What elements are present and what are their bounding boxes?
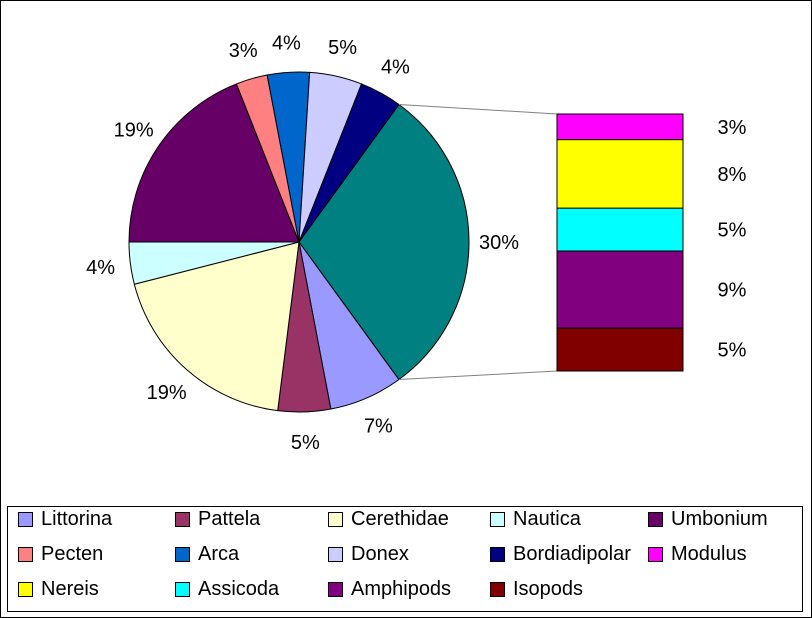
legend-swatch bbox=[490, 582, 505, 597]
legend-label: Arca bbox=[198, 543, 240, 565]
legend-swatch bbox=[328, 582, 343, 597]
pie-label-other: 30% bbox=[479, 232, 519, 254]
legend-label: Nautica bbox=[513, 508, 581, 530]
legend-item-assicoda: Assicoda bbox=[175, 578, 279, 601]
legend-item-modulus: Modulus bbox=[648, 543, 747, 566]
legend-swatch bbox=[328, 512, 343, 527]
legend-item-cerethidae: Cerethidae bbox=[328, 508, 449, 531]
legend-label: Bordiadipolar bbox=[513, 543, 631, 565]
legend-item-pattela: Pattela bbox=[175, 508, 260, 531]
bar-label-amphipods: 9% bbox=[718, 280, 747, 302]
legend-swatch bbox=[648, 547, 663, 562]
pie-label-pecten: 3% bbox=[229, 40, 258, 62]
bar-segment-amphipods bbox=[556, 250, 684, 329]
pie-label-littorina: 7% bbox=[364, 416, 393, 438]
bar-segment-assicoda bbox=[556, 207, 684, 252]
legend-item-arca: Arca bbox=[175, 543, 239, 566]
legend-swatch bbox=[328, 547, 343, 562]
legend-item-umbonium: Umbonium bbox=[648, 508, 768, 531]
bar-label-assicoda: 5% bbox=[718, 220, 747, 242]
legend-swatch bbox=[490, 512, 505, 527]
legend-item-pecten: Pecten bbox=[18, 543, 103, 566]
connector-line-top bbox=[398, 104, 558, 115]
legend: Littorina Pattela Cerethidae Nautica Umboniu… bbox=[7, 506, 803, 612]
pie-slice-other bbox=[298, 103, 470, 381]
bar-label-modulus: 3% bbox=[718, 117, 747, 139]
legend-item-amphipods: Amphipods bbox=[328, 578, 451, 601]
legend-label: Modulus bbox=[671, 543, 747, 565]
connector-line-bottom bbox=[398, 370, 558, 380]
connector-lines bbox=[398, 104, 558, 380]
pie-label-umbonium: 19% bbox=[114, 120, 154, 142]
legend-label: Pecten bbox=[41, 543, 104, 565]
bar-segment-isopods bbox=[556, 327, 684, 372]
pie-label-pattela: 5% bbox=[291, 432, 320, 454]
data-labels: 30% 7% 5% 19% 4% 19% 3% 4% 5% 4% 3% 8% 5% 9% 5% bbox=[86, 32, 747, 454]
bar-label-nereis: 8% bbox=[718, 164, 747, 186]
legend-swatch bbox=[648, 512, 663, 527]
legend-swatch bbox=[490, 547, 505, 562]
pie-label-arca: 4% bbox=[272, 32, 301, 54]
legend-swatch bbox=[175, 582, 190, 597]
pie-label-nautica: 4% bbox=[86, 257, 115, 279]
chart-svg: 30% 7% 5% 19% 4% 19% 3% 4% 5% 4% 3% 8% 5% 9% 5% bbox=[86, 32, 747, 454]
legend-label: Pattela bbox=[198, 508, 261, 530]
stacked-bar bbox=[556, 113, 684, 372]
legend-item-nereis: Nereis bbox=[18, 578, 99, 601]
legend-item-donex: Donex bbox=[328, 543, 409, 566]
legend-item-littorina: Littorina bbox=[18, 508, 112, 531]
pie-label-bordiadipolar: 4% bbox=[381, 57, 410, 79]
legend-label: Littorina bbox=[41, 508, 113, 530]
legend-swatch bbox=[18, 547, 33, 562]
bar-segment-nereis bbox=[556, 139, 684, 209]
legend-label: Amphipods bbox=[351, 578, 452, 600]
legend-label: Isopods bbox=[513, 578, 584, 600]
legend-label: Nereis bbox=[41, 578, 99, 600]
pie-label-donex: 5% bbox=[328, 37, 357, 59]
legend-label: Assicoda bbox=[198, 578, 280, 600]
legend-swatch bbox=[175, 512, 190, 527]
legend-label: Cerethidae bbox=[351, 508, 449, 530]
legend-label: Donex bbox=[351, 543, 409, 565]
legend-item-bordiadipolar: Bordiadipolar bbox=[490, 543, 631, 566]
legend-label: Umbonium bbox=[671, 508, 768, 530]
legend-item-nautica: Nautica bbox=[490, 508, 581, 531]
pie bbox=[128, 71, 470, 413]
bar-label-isopods: 5% bbox=[718, 340, 747, 362]
pie-label-cerethidae: 19% bbox=[147, 382, 187, 404]
pie-slice-umbonium bbox=[128, 83, 300, 243]
legend-swatch bbox=[175, 547, 190, 562]
legend-item-isopods: Isopods bbox=[490, 578, 583, 601]
bar-segment-modulus bbox=[556, 113, 684, 141]
pie-slice-cerethidae bbox=[133, 241, 300, 412]
legend-swatch bbox=[18, 582, 33, 597]
legend-swatch bbox=[18, 512, 33, 527]
